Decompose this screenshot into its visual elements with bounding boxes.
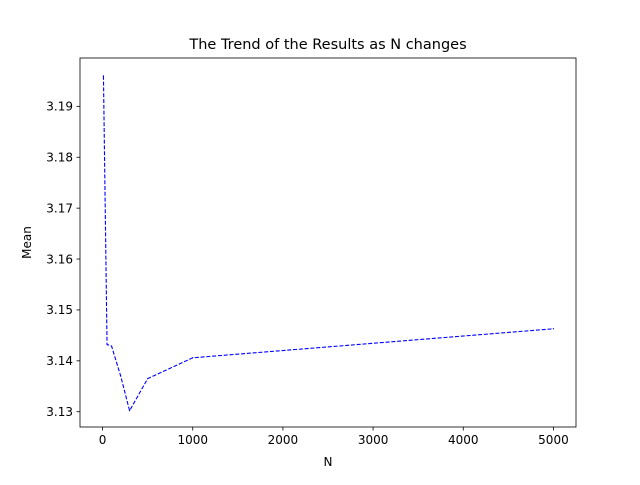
data-point <box>110 345 113 347</box>
y-tick-label: 3.13 <box>46 405 73 419</box>
y-axis-label: Mean <box>20 226 34 259</box>
y-tick-label: 3.15 <box>46 303 73 317</box>
y-tick-label: 3.19 <box>46 100 73 114</box>
data-point <box>147 378 149 380</box>
x-tick-label: 3000 <box>358 433 389 447</box>
plot-frame <box>79 57 577 428</box>
x-axis-label: N <box>324 455 333 469</box>
y-tick-label: 3.18 <box>46 151 73 165</box>
x-tick-label: 0 <box>99 433 107 447</box>
x-tick-label: 2000 <box>268 433 299 447</box>
x-tick-label: 5000 <box>538 433 569 447</box>
series-line-0 <box>102 75 554 413</box>
plot-area <box>80 58 576 427</box>
x-axis-ticks: 0 1000 2000 3000 4000 5000 <box>99 427 569 447</box>
x-tick-label: 4000 <box>448 433 479 447</box>
x-tick-label: 1000 <box>177 433 208 447</box>
y-tick-label: 3.17 <box>46 201 73 215</box>
y-axis-ticks: 3.13 3.14 3.15 3.16 3.17 3.18 3.19 <box>46 100 80 419</box>
y-tick-label: 3.16 <box>46 252 73 266</box>
data-point <box>102 75 105 77</box>
chart-title: The Trend of the Results as N changes <box>188 37 466 53</box>
data-point <box>129 410 131 412</box>
series-layer <box>102 75 555 413</box>
data-point <box>106 343 108 346</box>
data-point <box>119 374 122 377</box>
y-tick-label: 3.14 <box>46 354 73 368</box>
data-point <box>552 328 555 330</box>
data-point <box>192 357 194 359</box>
